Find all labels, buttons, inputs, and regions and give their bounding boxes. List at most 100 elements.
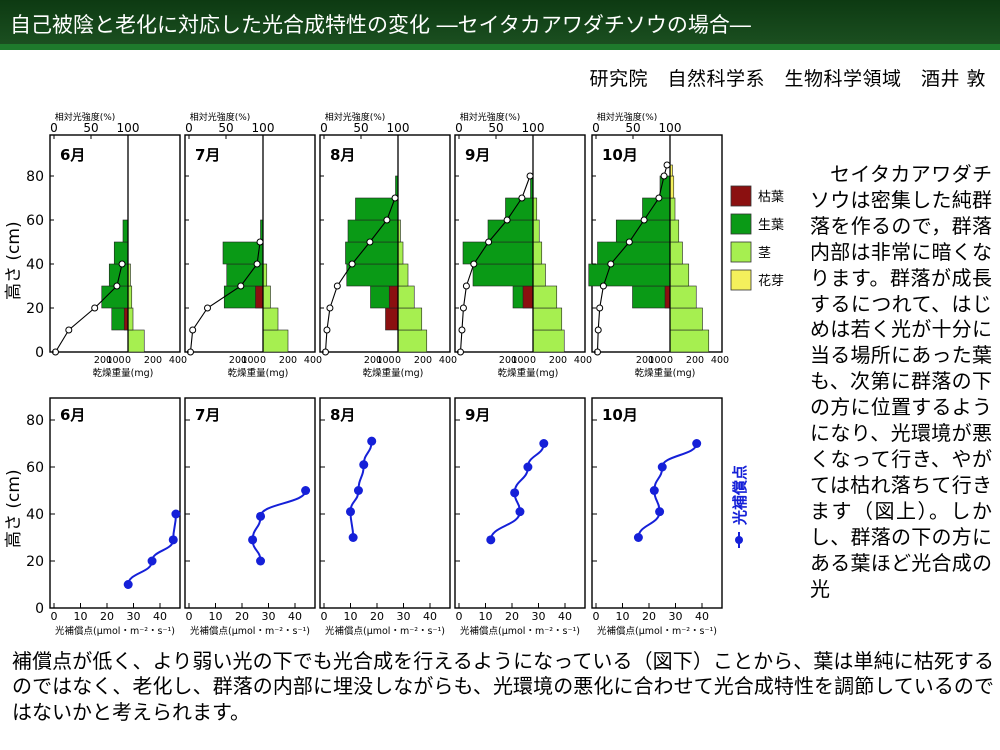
month-label: 6月 (60, 146, 85, 164)
x-tick-label: 10 (479, 610, 493, 623)
lcp-point (359, 460, 369, 470)
y-tick-label: 0 (35, 601, 44, 617)
bottom-tick-label: 200 (686, 355, 704, 366)
x-axis-label: 光補償点(μmol・m⁻²・s⁻¹) (460, 625, 580, 637)
top-tick-label: 0 (50, 121, 58, 135)
y-tick-label: 40 (26, 257, 44, 273)
y-tick-label: 80 (26, 413, 44, 429)
month-label: 10月 (602, 146, 638, 164)
bottom-tick-label: 0 (667, 355, 673, 366)
bottom-tick-label: 400 (711, 355, 729, 366)
x-tick-label: 10 (344, 610, 358, 623)
chart-frame (49, 397, 181, 609)
x-tick-label: 0 (456, 610, 463, 623)
lcp-point (510, 488, 520, 498)
light-point (118, 260, 126, 268)
green-leaf-bar (355, 197, 399, 221)
x-tick-label: 20 (100, 610, 114, 623)
bottom-tick-label: 100 (241, 355, 259, 366)
light-point (518, 194, 526, 202)
green-leaf-bar (346, 263, 399, 287)
page-title: 自己被陰と老化に対応した光合成特性の変化 ―セイタカアワダチソウの場合― (10, 13, 751, 37)
bottom-paragraph: 補償点が低く、より弱い光の下でも光合成を行えるようになっている（図下）ことから、… (12, 649, 994, 724)
light-point (599, 282, 607, 290)
dead-leaf-bar (388, 285, 399, 309)
lcp-point (692, 439, 702, 448)
y-tick-label: 20 (26, 301, 44, 317)
x-tick-label: 40 (423, 610, 437, 623)
x-tick-label: 20 (235, 610, 249, 623)
month-label: 9月 (465, 406, 490, 424)
x-tick-label: 40 (558, 610, 572, 623)
light-curve (596, 164, 668, 353)
bottom-tick-label: 200 (499, 355, 517, 366)
legend-swatch (730, 213, 752, 235)
lcp-point (346, 507, 355, 517)
stem-bar (669, 197, 676, 221)
stem-bar (262, 329, 289, 353)
lcp-point (256, 556, 266, 566)
light-point (65, 326, 73, 334)
y-axis-label: 高さ (cm) (4, 469, 24, 548)
y-tick-label: 60 (26, 213, 44, 229)
stem-bar (262, 307, 279, 331)
light-point (462, 282, 470, 290)
lcp-point (657, 462, 667, 472)
green-leaf-bar (108, 263, 129, 287)
x-tick-label: 20 (370, 610, 384, 623)
green-leaf-bar (632, 285, 671, 309)
light-point (459, 304, 467, 312)
legend-label: 生葉 (758, 218, 784, 233)
legend-swatch (730, 185, 752, 207)
stem-bar (127, 307, 134, 331)
x-tick-label: 20 (642, 610, 656, 623)
month-label: 7月 (195, 146, 220, 164)
dead-leaf-bar (522, 285, 534, 309)
bottom-tick-label: 100 (376, 355, 394, 366)
y-tick-label: 0 (35, 345, 44, 361)
stem-bar (262, 285, 271, 309)
month-label: 7月 (195, 406, 220, 424)
x-tick-label: 10 (209, 610, 223, 623)
light-point (526, 172, 534, 180)
bottom-axis-label: 乾燥重量(mg) (93, 367, 154, 379)
light-point (625, 238, 633, 246)
x-tick-label: 10 (74, 610, 88, 623)
y-tick-label: 80 (26, 169, 44, 185)
lcp-point (367, 436, 377, 446)
light-point (189, 326, 197, 334)
top-tick-label: 100 (522, 121, 545, 135)
lcp-point (168, 535, 178, 545)
x-axis-label: 光補償点(μmol・m⁻²・s⁻¹) (597, 625, 717, 637)
green-leaf-bar (122, 219, 129, 243)
x-tick-label: 40 (153, 610, 167, 623)
stem-bar (532, 241, 543, 265)
top-axis-label: 相対光強度(%) (597, 111, 658, 123)
light-point (640, 216, 648, 224)
top-tick-label: 50 (83, 121, 98, 135)
x-tick-label: 0 (321, 610, 328, 623)
lcp-point (486, 535, 496, 545)
lcp-point (515, 507, 525, 517)
stem-bar (669, 329, 710, 353)
bottom-tick-label: 0 (125, 355, 131, 366)
x-tick-label: 30 (127, 610, 141, 623)
bottom-tick-label: 0 (530, 355, 536, 366)
light-point (503, 216, 511, 224)
stem-bar (669, 285, 697, 309)
top-tick-label: 100 (659, 121, 682, 135)
chart-frame (184, 397, 316, 609)
light-point (326, 304, 334, 312)
bottom-tick-label: 200 (94, 355, 112, 366)
lcp-point (523, 462, 533, 472)
stem-bar (669, 307, 703, 331)
bottom-tick-label: 0 (395, 355, 401, 366)
lcp-point (539, 439, 549, 448)
x-axis-label: 光補償点(μmol・m⁻²・s⁻¹) (55, 625, 175, 637)
lcp-legend-marker (735, 536, 743, 544)
x-tick-label: 0 (51, 610, 58, 623)
stem-bar (669, 263, 690, 287)
